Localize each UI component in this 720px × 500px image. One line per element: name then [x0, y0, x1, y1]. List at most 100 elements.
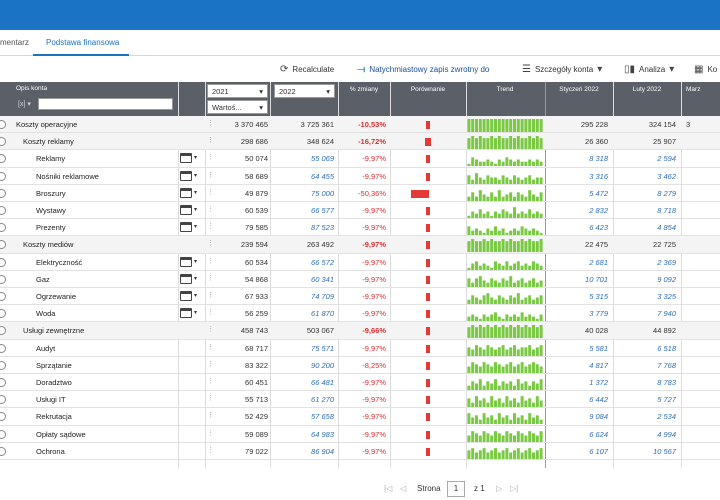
- table-row[interactable]: Elektryczność ▾ ⋮ 60 534 66 572 -9,97% 2 681 2 …: [0, 254, 720, 271]
- value-2022[interactable]: 90 200: [311, 360, 334, 370]
- row-select-radio[interactable]: [0, 171, 6, 181]
- row-menu-icon[interactable]: ⋮: [207, 412, 214, 420]
- row-select-radio[interactable]: [0, 360, 6, 370]
- account-filter-input[interactable]: [38, 98, 173, 110]
- value-february[interactable]: 8 718: [657, 206, 676, 215]
- header-february[interactable]: Luty 2022: [632, 86, 662, 93]
- table-row[interactable]: Ogrzewanie ▾ ⋮ 67 933 74 709 -9,97% 5 315 3 325: [0, 288, 720, 306]
- first-page-icon[interactable]: |◁: [384, 484, 393, 493]
- table-row[interactable]: Reklamy ▾ ⋮ 50 074 55 069 -9,97% 8 318 2 594: [0, 150, 720, 168]
- value-january[interactable]: 6 423: [589, 223, 608, 233]
- header-january[interactable]: Styczeń 2022: [559, 86, 599, 93]
- value-february[interactable]: 2 369: [657, 257, 676, 267]
- row-select-radio[interactable]: [0, 240, 6, 250]
- writeback-toggle[interactable]: ⟞ Natychmiastowy zapis zwrotny do: [357, 64, 489, 75]
- row-menu-icon[interactable]: ⋮: [207, 188, 214, 196]
- row-select-radio[interactable]: [0, 412, 6, 422]
- group-row[interactable]: Usługi zewnętrzne ⋮ 458 743 503 067 -9,66% 40…: [0, 322, 720, 340]
- table-row[interactable]: Opłaty sądowe ⋮ 59 089 64 983 -9,97% 6 624 4 9…: [0, 426, 720, 443]
- calendar-icon[interactable]: ▾: [180, 291, 204, 302]
- calendar-icon[interactable]: ▾: [180, 256, 204, 268]
- year1-select[interactable]: 2021 ▾: [207, 84, 268, 98]
- value-2022[interactable]: 74 709: [311, 292, 334, 301]
- calendar-icon[interactable]: ▾: [180, 308, 204, 319]
- row-menu-icon[interactable]: ⋮: [207, 309, 214, 317]
- value-february[interactable]: 5 727: [657, 395, 676, 405]
- row-select-radio[interactable]: [0, 206, 6, 215]
- value-2022[interactable]: 86 904: [311, 446, 334, 456]
- calendar-icon[interactable]: ▾: [180, 205, 204, 216]
- row-menu-icon[interactable]: ⋮: [207, 206, 214, 213]
- value-february[interactable]: 8 783: [657, 378, 676, 387]
- value-january[interactable]: 6 107: [589, 446, 608, 456]
- value-february[interactable]: 10 567: [653, 446, 676, 456]
- prev-page-icon[interactable]: ◁: [400, 484, 407, 493]
- tab-komentarz[interactable]: mentarz: [0, 38, 29, 47]
- value-2022[interactable]: 61 270: [311, 395, 334, 405]
- value-january[interactable]: 2 832: [589, 206, 608, 215]
- header-march[interactable]: Marz: [686, 86, 701, 93]
- value-february[interactable]: 2 594: [657, 154, 676, 164]
- table-row[interactable]: Wystawy ▾ ⋮ 60 539 66 577 -9,97% 2 832 8 718: [0, 202, 720, 220]
- table-row[interactable]: Sprzątanie ⋮ 83 322 90 200 -8,25% 4 817 7 768: [0, 357, 720, 374]
- row-menu-icon[interactable]: ⋮: [207, 240, 214, 248]
- recalculate-button[interactable]: ⟳ Recalculate: [280, 64, 334, 75]
- value-february[interactable]: 7 940: [657, 309, 676, 319]
- analysis-button[interactable]: ▯▮ Analiza ▾: [624, 64, 674, 75]
- value-january[interactable]: 4 817: [589, 360, 608, 370]
- value-february[interactable]: 6 518: [657, 343, 676, 353]
- row-menu-icon[interactable]: ⋮: [207, 257, 214, 265]
- value-2022[interactable]: 75 000: [311, 188, 334, 198]
- value-february[interactable]: 9 092: [657, 274, 676, 284]
- calendar-icon[interactable]: ▾: [180, 153, 204, 164]
- row-select-radio[interactable]: [0, 429, 6, 439]
- value-2022[interactable]: 66 481: [311, 378, 334, 387]
- row-menu-icon[interactable]: ⋮: [207, 360, 214, 368]
- value-2022[interactable]: 64 455: [311, 171, 334, 181]
- more-button[interactable]: ▦ Ko: [694, 64, 717, 75]
- value-january[interactable]: 5 581: [589, 343, 608, 353]
- row-select-radio[interactable]: [0, 326, 6, 336]
- table-row[interactable]: Doradztwo ⋮ 60 451 66 481 -9,97% 1 372 8 783: [0, 374, 720, 392]
- value-february[interactable]: 3 462: [657, 171, 676, 181]
- filter-icon[interactable]: [x] ▾: [18, 101, 31, 108]
- value-january[interactable]: 2 681: [589, 257, 608, 267]
- value-2022[interactable]: 61 870: [311, 309, 334, 319]
- value-january[interactable]: 10 701: [585, 274, 608, 284]
- table-row[interactable]: Woda ▾ ⋮ 56 259 61 870 -9,97% 3 779 7 940: [0, 305, 720, 323]
- row-menu-icon[interactable]: ⋮: [207, 274, 214, 282]
- value-january[interactable]: 3 779: [589, 309, 608, 319]
- table-row[interactable]: Prezenty ▾ ⋮ 79 585 87 523 -9,97% 6 423 4 854: [0, 219, 720, 237]
- value-february[interactable]: 4 854: [657, 223, 676, 233]
- table-row[interactable]: Audyt ⋮ 68 717 75 571 -9,97% 5 581 6 518: [0, 340, 720, 357]
- value-2022[interactable]: 55 069: [311, 154, 334, 164]
- row-menu-icon[interactable]: ⋮: [207, 378, 214, 385]
- value-january[interactable]: 1 372: [589, 378, 608, 387]
- value-january[interactable]: 5 472: [589, 188, 608, 198]
- group-row[interactable]: Koszty mediów ⋮ 239 594 263 492 -9,97% 22 475…: [0, 236, 720, 254]
- row-menu-icon[interactable]: ⋮: [207, 292, 214, 299]
- row-menu-icon[interactable]: ⋮: [207, 171, 214, 179]
- row-select-radio[interactable]: [0, 154, 6, 164]
- table-row[interactable]: Rekrutacja ⋮ 52 429 57 658 -9,97% 9 084 2 534: [0, 408, 720, 426]
- header-trend[interactable]: Trend: [496, 86, 514, 93]
- value-february[interactable]: 4 994: [657, 429, 676, 439]
- table-row[interactable]: Broszury ▾ ⋮ 49 879 75 000 -50,36% 5 472 8 279: [0, 185, 720, 202]
- header-comparison[interactable]: Porównanie: [410, 86, 446, 93]
- last-page-icon[interactable]: ▷|: [510, 484, 519, 493]
- value-january[interactable]: 6 624: [589, 429, 608, 439]
- row-select-radio[interactable]: [0, 309, 6, 319]
- table-row[interactable]: Ochrona ⋮ 79 022 86 904 -9,97% 6 107 10 567: [0, 443, 720, 460]
- account-details-button[interactable]: ☰ Szczegóły konta ▾: [522, 64, 602, 75]
- value-january[interactable]: 9 084: [589, 412, 608, 422]
- table-row[interactable]: Nośniki reklamowe ▾ ⋮ 58 689 64 455 -9,97% 3 3…: [0, 168, 720, 185]
- row-select-radio[interactable]: [0, 395, 6, 405]
- header-pct-change[interactable]: % zmiany: [349, 86, 379, 93]
- group-row[interactable]: Koszty operacyjne ⋮ 3 370 465 3 725 361 -10,…: [0, 116, 720, 134]
- value-february[interactable]: 7 768: [657, 360, 676, 370]
- row-select-radio[interactable]: [0, 292, 6, 301]
- row-select-radio[interactable]: [0, 188, 6, 198]
- value-february[interactable]: 8 279: [657, 188, 676, 198]
- table-row[interactable]: Usługi IT ⋮ 55 713 61 270 -9,97% 6 442 5 727: [0, 391, 720, 409]
- row-select-radio[interactable]: [0, 120, 6, 129]
